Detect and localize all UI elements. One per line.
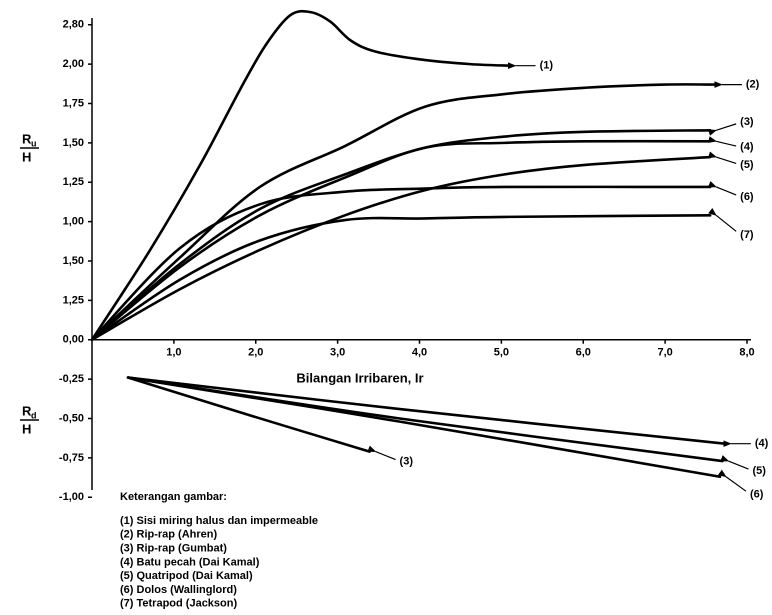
curve bbox=[90, 9, 511, 342]
series-label: (5) bbox=[740, 159, 754, 171]
series-label: (1) bbox=[540, 60, 554, 72]
series-label: (5) bbox=[752, 465, 766, 477]
curve bbox=[126, 376, 722, 479]
legend-item: (3) Rip-rap (Gumbat) bbox=[120, 543, 227, 555]
y-tick-label: 1,50 bbox=[63, 137, 84, 149]
y-tick-label: -1,00 bbox=[59, 491, 84, 503]
legend-item: (1) Sisi miring halus dan impermeable bbox=[120, 515, 318, 527]
series-label: (3) bbox=[740, 116, 754, 128]
label-arrow bbox=[367, 445, 396, 461]
y-label-num: R bbox=[22, 403, 32, 418]
curve bbox=[126, 376, 727, 445]
y-tick-label: 0,00 bbox=[63, 334, 84, 346]
x-tick-label: 2,0 bbox=[248, 347, 263, 359]
curve bbox=[126, 376, 724, 463]
curve bbox=[90, 214, 712, 342]
legend-item: (7) Tetrapod (Jackson) bbox=[120, 598, 237, 610]
x-tick-label: 4,0 bbox=[412, 347, 427, 359]
y-tick-label: 1,00 bbox=[63, 216, 84, 228]
series-label: (6) bbox=[750, 489, 764, 501]
label-arrow bbox=[720, 455, 749, 470]
curve bbox=[90, 155, 712, 342]
series-label: (4) bbox=[755, 438, 769, 450]
legend-item: (4) Batu pecah (Dai Kamal) bbox=[120, 556, 260, 568]
curve bbox=[90, 185, 712, 342]
label-arrow bbox=[717, 469, 747, 492]
legend-item: (6) Dolos (Wallinglord) bbox=[120, 584, 237, 596]
legend-title: Keterangan gambar: bbox=[120, 491, 227, 503]
label-arrow bbox=[707, 181, 737, 196]
series-label: (4) bbox=[740, 141, 754, 153]
series-label: (6) bbox=[740, 191, 754, 203]
y-label-den: H bbox=[22, 421, 31, 436]
y-tick-label: 1,25 bbox=[63, 294, 84, 306]
legend-item: (5) Quatripod (Dai Kamal) bbox=[120, 570, 253, 582]
label-arrow bbox=[707, 151, 737, 165]
y-label-den: H bbox=[22, 149, 31, 164]
x-tick-label: 5,0 bbox=[494, 347, 509, 359]
x-tick-label: 1,0 bbox=[166, 347, 181, 359]
y-tick-label: 1,75 bbox=[63, 97, 84, 109]
curve bbox=[90, 83, 718, 342]
series-label: (7) bbox=[740, 229, 754, 241]
y-tick-label: 2,80 bbox=[63, 19, 84, 31]
y-tick-label: 1,50 bbox=[63, 255, 84, 267]
y-tick-label: 1,25 bbox=[63, 176, 84, 188]
y-label-sub: d bbox=[31, 410, 37, 420]
y-tick-label: -0,75 bbox=[59, 452, 84, 464]
curve bbox=[90, 139, 712, 342]
x-tick-label: 7,0 bbox=[657, 347, 672, 359]
x-axis-label: Bilangan Irribaren, Ir bbox=[296, 370, 423, 385]
x-tick-label: 8,0 bbox=[739, 347, 754, 359]
x-tick-label: 6,0 bbox=[576, 347, 591, 359]
legend-item: (2) Rip-rap (Ahren) bbox=[120, 529, 218, 541]
series-label: (2) bbox=[746, 79, 760, 91]
y-tick-label: 2,00 bbox=[63, 58, 84, 70]
y-tick-label: -0,25 bbox=[59, 373, 84, 385]
label-arrow bbox=[707, 123, 737, 136]
x-tick-label: 3,0 bbox=[330, 347, 345, 359]
series-label: (3) bbox=[400, 455, 414, 467]
y-label-num: R bbox=[22, 131, 32, 146]
y-tick-label: -0,50 bbox=[59, 412, 84, 424]
label-arrow bbox=[708, 207, 737, 232]
label-arrow bbox=[708, 136, 737, 147]
curve bbox=[126, 376, 371, 453]
y-label-sub: u bbox=[31, 138, 37, 148]
